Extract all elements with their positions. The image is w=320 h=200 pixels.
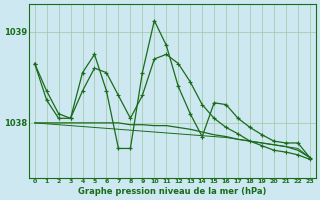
X-axis label: Graphe pression niveau de la mer (hPa): Graphe pression niveau de la mer (hPa) [78, 187, 267, 196]
